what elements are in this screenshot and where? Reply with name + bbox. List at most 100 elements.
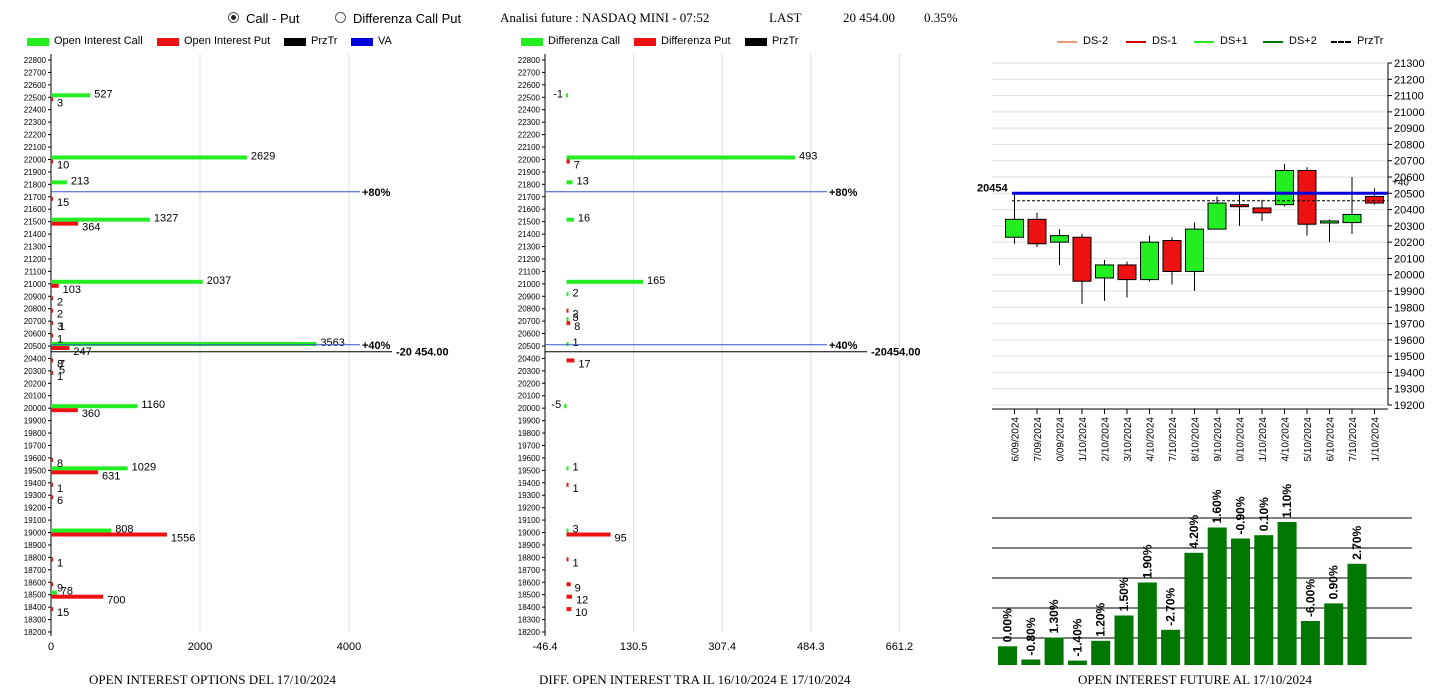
oi-bar [1300,621,1320,665]
diff-put-bar [566,557,569,562]
oi-bar-label: 0.00% [1001,608,1015,642]
oi-xtick-label: 2000 [188,641,212,653]
oi-bar-label: -2.70% [1164,587,1178,625]
diff-call-bar [566,466,569,471]
oi-put-value-label: 9 [57,582,63,594]
oi-call-value-label: 527 [94,88,112,100]
oi-ytick-label: 21600 [24,205,47,214]
radio-call-put[interactable] [228,12,239,23]
oi-ytick-label: 19400 [24,479,47,488]
oi-ytick-label: 20100 [24,392,47,401]
radio-call-put-label[interactable]: Call - Put [246,11,300,26]
diff-ytick-label: 21800 [518,180,541,189]
oi-put-value-label: 3 [57,97,63,109]
oi-ytick-label: 20000 [24,404,47,413]
oi-put-value-label: 2 [57,309,63,321]
oi-ytick-label: 20300 [24,367,47,376]
oi-ytick-label: 22100 [24,143,47,152]
radio-diff-label[interactable]: Differenza Call Put [353,11,462,26]
oi-extra-value-label: 5 [59,365,65,377]
oi-ytick-label: 22500 [24,93,47,102]
diff-call-value-label: 493 [799,150,817,162]
legend-line-ds-1 [1126,41,1146,43]
candle-ytick-label: 20600 [1394,172,1425,184]
oi-call-value-label: 1327 [154,213,178,225]
oi-put-bar [51,333,53,338]
diff-przTr-label: -20454.00 [871,347,921,359]
oi-bar [1324,603,1344,665]
diff-ytick-label: 22200 [518,131,541,140]
oi-ytick-label: 22000 [24,155,47,164]
candle-date-label: 01/10/2024 [1078,417,1089,462]
oi-call-value-label: 1029 [132,461,156,473]
oi-extra-value-label: 1 [59,321,65,333]
candle-ytick-label: 20400 [1394,205,1425,217]
diff-call-bar [566,528,569,533]
candle-body [1252,207,1272,214]
diff-ytick-label: 19700 [518,441,541,450]
candle-ytick-label: 20900 [1394,123,1425,135]
candle-body [1005,218,1024,238]
diff-call-bar [566,342,569,346]
diff-call-value-label: 16 [578,213,590,225]
diff-ytick-label: 18700 [518,566,541,575]
diff-call-value-label: -1 [553,88,563,100]
candle-body [1185,228,1204,272]
oi-put-value-label: 8 [57,358,63,370]
oi-put-value-label: 1556 [171,533,195,545]
candle-body [1072,236,1092,282]
candle-body [1050,235,1069,243]
oi-put-bar [51,159,53,164]
oi-bar-label: 1.50% [1117,577,1131,611]
oi-put-bar [51,594,104,599]
oi-ytick-label: 20600 [24,330,47,339]
diff-ytick-label: 20300 [518,367,541,376]
legend-label-ds-2: DS-2 [1083,35,1109,47]
oi-ytick-label: 22800 [24,56,47,65]
legend-label-va: VA [378,35,392,47]
oi-call-bar [51,155,247,160]
radio-diff-call-put[interactable] [335,12,346,23]
diff-call-bar [566,217,574,222]
legend-label-ds+1: DS+1 [1220,35,1248,47]
diff-put-value-label: 10 [575,607,587,619]
legend-label-przTr: PrzTr [311,35,338,47]
legend-label-ds-1: DS-1 [1152,35,1178,47]
candle-ytick-label: 21000 [1394,107,1425,119]
diff-open-interest-chart: -46.4130.5307.4484.3661.2838.11820018300… [518,54,921,653]
diff-ytick-label: 18300 [518,616,541,625]
diff-ytick-label: 22700 [518,68,541,77]
oi-ytick-label: 19300 [24,491,47,500]
oi-bar [1067,660,1087,665]
oi-put-bar [51,296,53,301]
diff-call-value-label: 1 [573,461,579,473]
legend-label-put: Open Interest Put [184,35,271,47]
change-value: 0.35% [924,10,958,25]
oi-bar-label: 2.70% [1350,525,1364,559]
diff-call-value-label: 13 [577,175,589,187]
oi-put-bar [51,457,53,462]
legend-swatch-va [351,38,373,46]
oi-ytick-label: 19900 [24,417,47,426]
oi-bar [1231,538,1250,665]
oi-bar-label: 0.90% [1327,565,1341,599]
oi-bar-label: 1.30% [1047,599,1061,633]
oi-ytick-label: 18700 [24,566,47,575]
oi-ytick-label: 20200 [24,379,47,388]
diff-put-value-label: 8 [574,321,580,333]
oi-bar [998,646,1017,665]
candle-body [1027,218,1047,245]
oi-bar-label: 0.10% [1257,497,1271,531]
analysis-title: Analisi future : NASDAQ MINI - 07:52 [500,10,710,25]
oi-ytick-label: 21700 [24,193,47,202]
oi-put-bar [51,321,53,326]
oi-call-value-label: 1160 [141,399,165,411]
diff-ytick-label: 21300 [518,243,541,252]
candle-body [1365,196,1384,204]
candle-date-label: 08/10/2024 [1191,417,1202,462]
candle-date-label: 16/10/2024 [1326,417,1337,462]
diff-ytick-label: 22800 [518,56,541,65]
diff-ytick-label: 19800 [518,429,541,438]
oi-call-value-label: 2629 [251,150,275,162]
candle-ytick-label: 20100 [1394,253,1425,265]
